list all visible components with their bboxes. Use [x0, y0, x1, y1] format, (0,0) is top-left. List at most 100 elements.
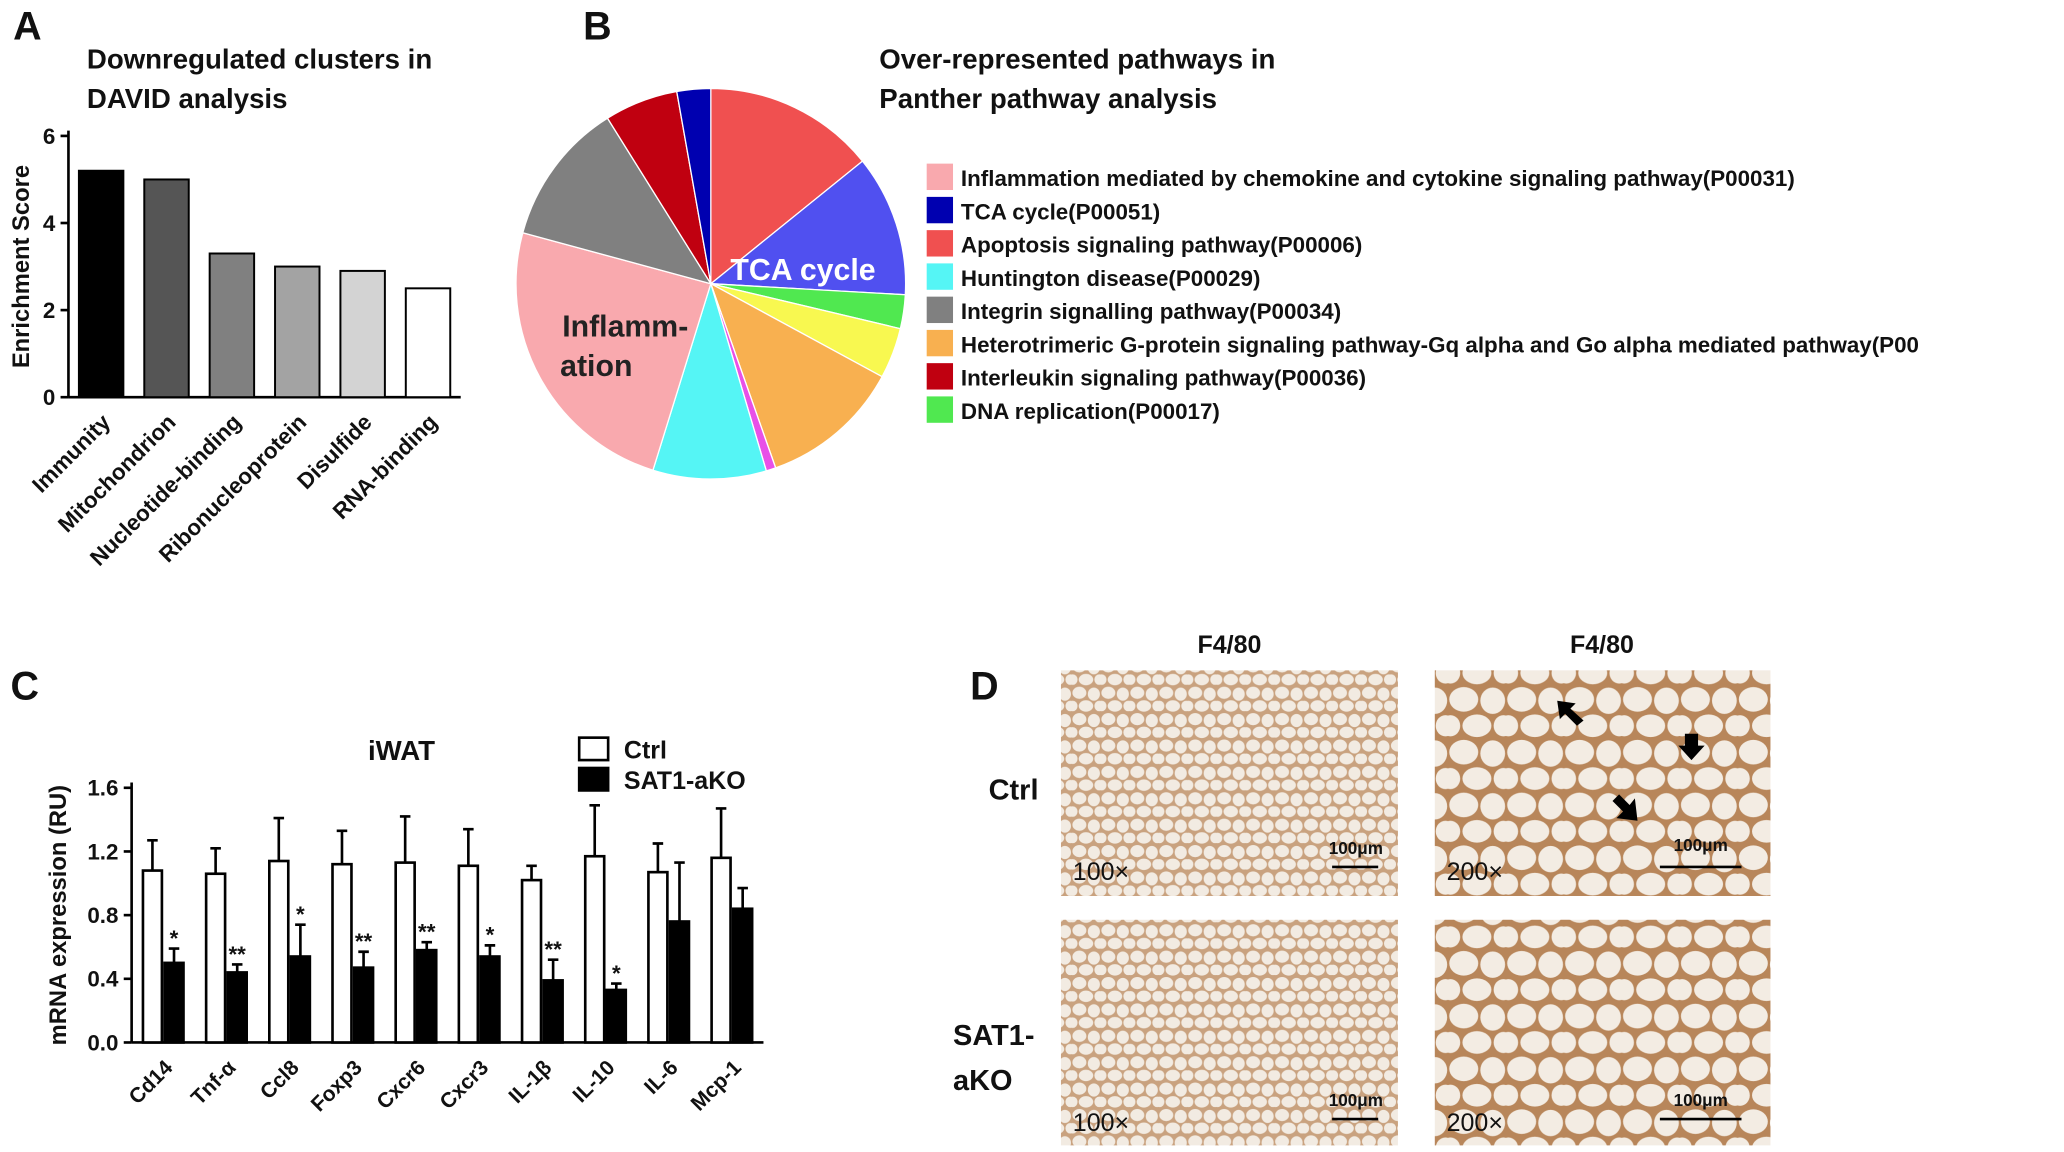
- legend-label: DNA replication(P00017): [961, 399, 1220, 424]
- x-tick-label: Mcp-1: [687, 1056, 746, 1116]
- significance: *: [296, 902, 305, 927]
- bar: [352, 966, 375, 1044]
- error-bar: [652, 842, 664, 873]
- x-tick-label: Cxcr6: [372, 1056, 430, 1114]
- slice-annotation: TCA cycle: [730, 254, 875, 287]
- legend-swatch: [926, 163, 954, 191]
- chart-title: DAVID analysis: [87, 83, 288, 114]
- y-tick-label: 0.0: [87, 1030, 118, 1055]
- significance: **: [544, 937, 562, 962]
- error-bar: [358, 950, 369, 968]
- panel-label: D: [970, 664, 999, 708]
- chart-title: Downregulated clusters in: [87, 44, 432, 75]
- column-header: F4/80: [1197, 631, 1261, 659]
- column-header: F4/80: [1570, 631, 1634, 659]
- image-annotations: 100× 100μm 200× 100μm 100× 100μm 200× 10…: [1073, 835, 1742, 1137]
- error-bar: [147, 839, 158, 871]
- magnification: 100×: [1073, 1109, 1129, 1137]
- bar: [289, 955, 312, 1044]
- bar: [143, 178, 190, 399]
- bar: [647, 870, 669, 1044]
- y-tick-label: 0: [43, 385, 55, 410]
- panel-label: A: [13, 5, 42, 49]
- bar: [77, 169, 125, 399]
- error-bar: [674, 861, 685, 922]
- x-tick-label: IL-6: [640, 1056, 683, 1099]
- y-tick-label: 1.6: [87, 776, 118, 801]
- error-bar: [611, 982, 622, 990]
- panel-label: C: [11, 664, 40, 708]
- bar: [731, 907, 754, 1044]
- row-label: aKO: [953, 1065, 1013, 1097]
- error-bar: [421, 940, 433, 951]
- chart-title: Panther pathway analysis: [879, 83, 1217, 114]
- legend-swatch: [926, 363, 954, 390]
- y-tick-label: 1.2: [87, 839, 118, 864]
- x-tick-label: IL-10: [569, 1056, 620, 1107]
- legend-label: Heterotrimeric G-protein signaling pathw…: [961, 332, 1919, 357]
- y-axis-label: Enrichment Score: [9, 165, 35, 368]
- bar: [605, 988, 628, 1044]
- bar: [583, 854, 606, 1044]
- error-bar: [273, 816, 285, 862]
- pie-slice: [709, 160, 907, 296]
- y-tick-label: 6: [43, 124, 55, 149]
- y-tick-label: 2: [43, 298, 55, 323]
- legend-label: Inflammation mediated by chemokine and c…: [961, 166, 1795, 191]
- legend-swatch: [577, 736, 610, 762]
- y-tick-label: 0.4: [87, 967, 119, 992]
- error-bar: [715, 807, 727, 858]
- significance: **: [228, 942, 246, 967]
- legend-label: Apoptosis signaling pathway(P00006): [961, 233, 1362, 258]
- bar: [141, 869, 164, 1044]
- row-label: Ctrl: [989, 775, 1039, 807]
- micrograph: [1434, 919, 1771, 1146]
- chart-title: iWAT: [368, 735, 435, 766]
- arrow: [1612, 794, 1638, 821]
- x-tick-label: Ccl8: [256, 1056, 304, 1104]
- slice-annotation: Inflamm-: [562, 310, 688, 343]
- arrows: [1557, 700, 1705, 821]
- pie-slice: [709, 282, 884, 469]
- x-tick-label: Mitochondrion: [53, 409, 180, 537]
- legend-swatch: [926, 396, 954, 423]
- bar: [479, 955, 501, 1044]
- bar: [163, 961, 185, 1044]
- slice-annotation: ation: [560, 350, 632, 383]
- bar: [331, 862, 353, 1044]
- legend-label: Ctrl: [624, 737, 667, 765]
- legend-label: Interleukin signaling pathway(P00036): [961, 366, 1366, 391]
- micrograph: [1434, 670, 1771, 896]
- bar: [339, 269, 386, 399]
- scale-label: 100μm: [1674, 835, 1728, 855]
- bar: [415, 948, 438, 1044]
- bar: [268, 859, 290, 1044]
- significance: *: [486, 923, 495, 948]
- significance: *: [612, 961, 621, 986]
- error-bar: [737, 886, 748, 909]
- scale-label: 100μm: [1329, 838, 1383, 858]
- pie-slice: [652, 281, 768, 480]
- bar: [226, 971, 248, 1044]
- magnification: 200×: [1447, 858, 1503, 886]
- pie-slice: [675, 87, 712, 284]
- error-bar: [168, 947, 180, 963]
- magnification: 200×: [1447, 1109, 1503, 1137]
- x-tick-label: Cd14: [125, 1056, 178, 1109]
- legend-swatch: [926, 196, 954, 224]
- error-bar: [295, 923, 306, 957]
- y-tick-label: 0.8: [87, 903, 118, 928]
- bar: [404, 287, 452, 399]
- error-bar: [484, 944, 496, 957]
- legend-swatch: [926, 230, 954, 257]
- error-bar: [336, 829, 348, 865]
- error-bar: [526, 864, 537, 881]
- significance: **: [355, 929, 373, 954]
- legend-label: Huntington disease(P00029): [961, 266, 1260, 291]
- legend-swatch: [926, 296, 954, 324]
- row-label: SAT1-: [953, 1020, 1034, 1052]
- error-bar: [231, 963, 243, 973]
- x-tick-label: IL-1β: [505, 1056, 557, 1108]
